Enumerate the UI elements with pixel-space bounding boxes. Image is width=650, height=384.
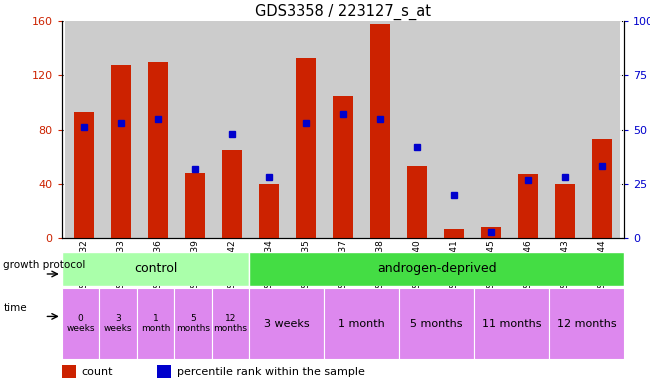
Bar — [99, 288, 136, 359]
Bar — [111, 65, 131, 238]
Bar — [480, 227, 501, 238]
Bar — [296, 58, 316, 238]
Bar — [222, 150, 242, 238]
Bar — [436, 21, 473, 238]
Bar — [259, 184, 279, 238]
Bar — [111, 65, 131, 238]
Bar — [212, 288, 249, 359]
Text: growth protocol: growth protocol — [3, 260, 86, 270]
Text: count: count — [81, 366, 113, 377]
Bar — [554, 184, 575, 238]
Text: 5 months: 5 months — [410, 318, 463, 329]
Text: 12
months: 12 months — [213, 314, 248, 333]
Bar — [185, 173, 205, 238]
Bar — [407, 166, 427, 238]
Bar — [474, 288, 549, 359]
Bar — [185, 173, 205, 238]
Text: 3 weeks: 3 weeks — [264, 318, 309, 329]
Bar — [592, 139, 612, 238]
Bar — [546, 21, 583, 238]
Text: 5
months: 5 months — [176, 314, 210, 333]
Bar — [549, 288, 624, 359]
Bar — [287, 21, 324, 238]
Text: 12 months: 12 months — [556, 318, 616, 329]
Bar — [361, 21, 398, 238]
Bar — [62, 365, 76, 378]
Bar — [444, 228, 464, 238]
Bar — [407, 166, 427, 238]
Text: 11 months: 11 months — [482, 318, 541, 329]
Bar — [333, 96, 353, 238]
Text: 1
month: 1 month — [141, 314, 170, 333]
Text: 1 month: 1 month — [338, 318, 385, 329]
Bar — [148, 62, 168, 238]
Bar — [259, 184, 279, 238]
Bar — [444, 228, 464, 238]
Bar — [324, 288, 399, 359]
Bar — [73, 112, 94, 238]
Bar — [62, 288, 99, 359]
Bar — [103, 21, 140, 238]
Bar — [296, 58, 316, 238]
Bar — [480, 227, 501, 238]
Text: 0
weeks: 0 weeks — [66, 314, 95, 333]
Text: 3
weeks: 3 weeks — [104, 314, 132, 333]
Bar — [473, 21, 510, 238]
Bar — [554, 184, 575, 238]
Bar — [66, 21, 103, 238]
Bar — [136, 288, 174, 359]
Bar — [157, 365, 172, 378]
Bar — [324, 21, 361, 238]
Text: time: time — [3, 303, 27, 313]
Bar — [592, 139, 612, 238]
Bar — [249, 288, 324, 359]
Bar — [176, 21, 213, 238]
Bar — [333, 96, 353, 238]
Bar — [399, 288, 474, 359]
Bar — [250, 21, 287, 238]
Bar — [510, 21, 546, 238]
Bar — [249, 252, 624, 286]
Bar — [174, 288, 212, 359]
Bar — [517, 174, 538, 238]
Text: androgen-deprived: androgen-deprived — [377, 262, 497, 275]
Bar — [213, 21, 250, 238]
Bar — [583, 21, 620, 238]
Bar — [517, 174, 538, 238]
Bar — [222, 150, 242, 238]
Bar — [140, 21, 176, 238]
Title: GDS3358 / 223127_s_at: GDS3358 / 223127_s_at — [255, 3, 431, 20]
Bar — [148, 62, 168, 238]
Text: control: control — [134, 262, 177, 275]
Text: percentile rank within the sample: percentile rank within the sample — [177, 366, 365, 377]
Bar — [62, 252, 249, 286]
Bar — [398, 21, 436, 238]
Bar — [73, 112, 94, 238]
Bar — [370, 24, 390, 238]
Bar — [370, 24, 390, 238]
